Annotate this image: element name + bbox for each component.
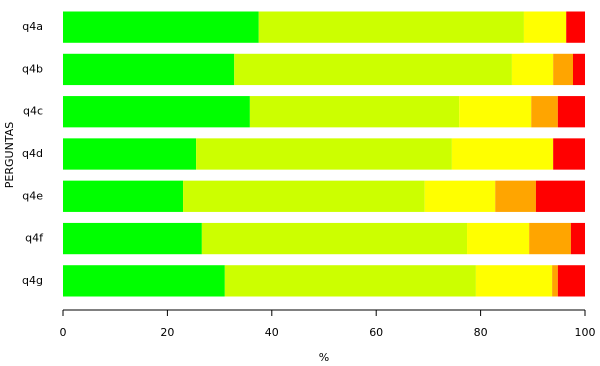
- bar-segment: [495, 180, 536, 212]
- bar-segment: [553, 53, 573, 86]
- bar-segment: [63, 11, 259, 43]
- x-tick-label: 20: [160, 326, 174, 339]
- bar-segment: [63, 180, 184, 212]
- bar-segment: [424, 180, 496, 212]
- y-tick-label: q4c: [23, 105, 43, 118]
- bar-segment: [63, 53, 235, 86]
- bar-segment: [535, 180, 585, 212]
- y-tick-label: q4g: [22, 274, 43, 287]
- bar-segment: [224, 265, 476, 297]
- bar-segment: [201, 222, 468, 255]
- bar-segment: [183, 180, 425, 212]
- x-tick-label: 60: [369, 326, 383, 339]
- bar-segment: [566, 11, 585, 43]
- bar-segment: [63, 96, 250, 128]
- bar-segment: [523, 11, 567, 43]
- y-tick-label: q4d: [22, 147, 43, 160]
- bar-segment: [249, 96, 460, 128]
- x-tick-label: 100: [575, 326, 596, 339]
- y-axis-label: PERGUNTAS: [3, 122, 16, 188]
- y-tick-label: q4e: [22, 189, 43, 202]
- x-tick-label: 0: [60, 326, 67, 339]
- y-tick-label: q4a: [22, 20, 43, 33]
- y-tick-label: q4f: [25, 232, 44, 245]
- bar-segment: [234, 53, 512, 86]
- bar-segment: [63, 265, 225, 297]
- bar-segment: [258, 11, 524, 43]
- bar-segment: [467, 222, 530, 255]
- bar-segment: [552, 265, 558, 297]
- bar-segment: [63, 222, 202, 255]
- x-axis-label: %: [319, 351, 329, 364]
- bar-segment: [196, 138, 452, 170]
- bar-segment: [451, 138, 554, 170]
- bar-segment: [529, 222, 571, 255]
- bar-segment: [475, 265, 553, 297]
- bar-segment: [557, 96, 585, 128]
- bar-segment: [572, 53, 585, 86]
- x-tick-label: 40: [265, 326, 279, 339]
- x-tick-label: 80: [474, 326, 488, 339]
- bar-segment: [557, 265, 585, 297]
- bar-segment: [570, 222, 585, 255]
- bar-segment: [553, 138, 585, 170]
- bar-segment: [531, 96, 558, 128]
- y-tick-label: q4b: [22, 62, 43, 75]
- bar-segment: [511, 53, 554, 86]
- bar-segment: [63, 138, 197, 170]
- bar-segment: [459, 96, 532, 128]
